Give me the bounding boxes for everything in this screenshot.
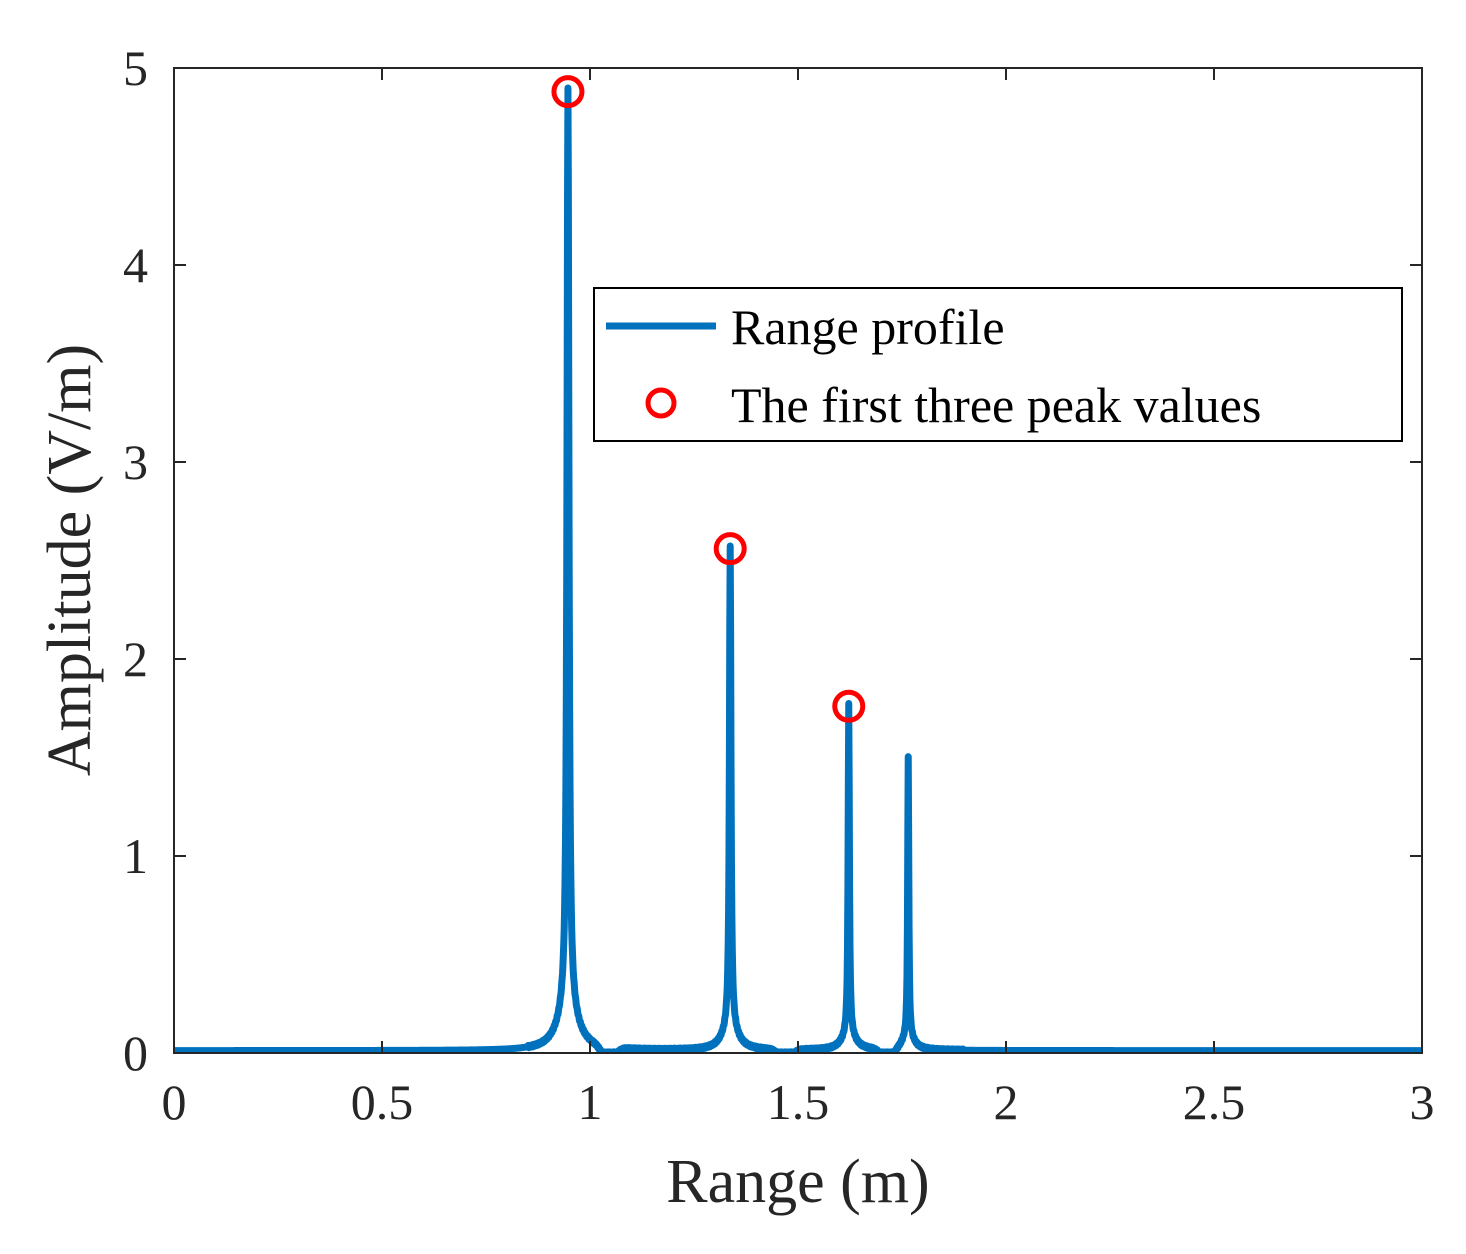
legend-label-range-profile: Range profile [731, 299, 1005, 355]
x-tick-label: 0.5 [351, 1074, 414, 1130]
x-axis-title: Range (m) [666, 1148, 929, 1216]
x-tick-label: 2 [994, 1074, 1019, 1130]
y-tick-label: 4 [123, 237, 148, 293]
plot-background [174, 68, 1422, 1053]
x-tick-label: 2.5 [1183, 1074, 1246, 1130]
legend-box [593, 287, 1403, 442]
y-tick-label: 3 [123, 434, 148, 490]
legend-marker-swatch [645, 387, 677, 419]
plot-area [173, 67, 1423, 1054]
peak-marker [713, 532, 747, 566]
legend-label-peak-values: The first three peak values [731, 377, 1261, 433]
x-tick-label: 0 [162, 1074, 187, 1130]
x-tick-label: 1.5 [767, 1074, 830, 1130]
y-tick-label: 2 [123, 631, 148, 687]
y-tick-label: 1 [123, 828, 148, 884]
y-axis-title: Amplitude (V/m) [36, 344, 104, 776]
y-tick-label: 5 [123, 40, 148, 96]
y-tick-label: 0 [123, 1025, 148, 1081]
peak-marker [551, 75, 585, 109]
legend: Range profile The first three peak value… [593, 287, 1403, 442]
x-tick-label: 3 [1410, 1074, 1435, 1130]
x-tick-label: 1 [578, 1074, 603, 1130]
peak-marker [832, 689, 866, 723]
